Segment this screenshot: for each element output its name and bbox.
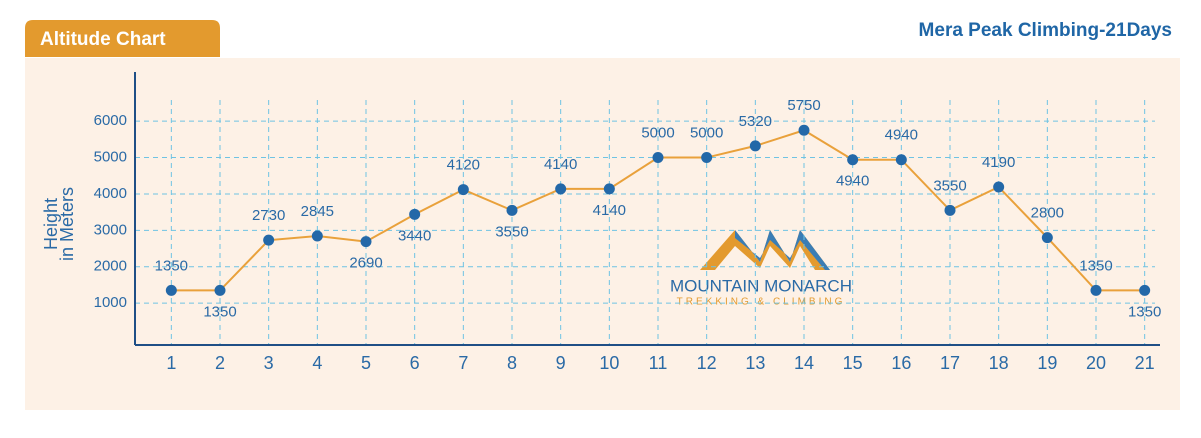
tab <box>25 20 220 57</box>
value-label: 4190 <box>982 154 1015 171</box>
point <box>701 152 713 164</box>
point <box>409 208 421 220</box>
x-tick-label: 19 <box>1037 353 1057 373</box>
x-tick-label: 18 <box>989 353 1009 373</box>
chart-title: Mera Peak Climbing-21Days <box>919 20 1172 41</box>
value-label: 5000 <box>690 125 723 142</box>
point <box>895 154 907 166</box>
point <box>263 234 275 246</box>
y-tick-label: 5000 <box>94 149 127 166</box>
point <box>603 183 615 195</box>
point <box>1139 284 1151 296</box>
x-tick-label: 11 <box>649 353 668 373</box>
x-tick-label: 7 <box>458 353 468 373</box>
point <box>1090 284 1102 296</box>
logo-tagline: TREKKING & CLIMBING <box>677 297 846 308</box>
point <box>311 230 323 242</box>
value-label: 1350 <box>203 303 236 320</box>
logo-name: MOUNTAIN MONARCH <box>670 276 852 295</box>
x-tick-label: 21 <box>1135 353 1155 373</box>
y-tick-label: 3000 <box>94 221 127 238</box>
x-tick-label: 14 <box>794 353 814 373</box>
value-label: 4140 <box>593 202 626 219</box>
value-label: 4940 <box>836 173 869 190</box>
value-label: 2690 <box>349 255 382 272</box>
value-label: 1350 <box>1128 303 1161 320</box>
x-tick-label: 9 <box>556 353 566 373</box>
point <box>165 284 177 296</box>
x-tick-label: 3 <box>264 353 274 373</box>
y-tick-label: 1000 <box>94 294 127 311</box>
value-label: 5000 <box>641 125 674 142</box>
y-axis-label: Height <box>41 198 61 250</box>
value-label: 1350 <box>1079 257 1112 274</box>
y-tick-label: 6000 <box>94 112 127 129</box>
panel <box>25 58 1180 410</box>
x-tick-label: 8 <box>507 353 517 373</box>
x-tick-label: 1 <box>166 353 176 373</box>
point <box>944 204 956 216</box>
point <box>360 236 372 248</box>
x-tick-label: 6 <box>410 353 420 373</box>
logo: MOUNTAIN MONARCH TREKKING & CLIMBING <box>670 230 852 308</box>
value-label: 2730 <box>252 207 285 224</box>
y-tick-label: 2000 <box>94 258 127 275</box>
x-tick-label: 17 <box>940 353 960 373</box>
point <box>457 184 469 196</box>
x-tick-label: 5 <box>361 353 371 373</box>
x-tick-label: 10 <box>599 353 619 373</box>
x-tick-label: 12 <box>697 353 717 373</box>
value-label: 3550 <box>933 177 966 194</box>
x-tick-label: 4 <box>312 353 322 373</box>
tab-label: Altitude Chart <box>40 29 166 50</box>
point <box>847 154 859 166</box>
point <box>749 140 761 152</box>
value-label: 5320 <box>739 113 772 130</box>
y-tick-label: 4000 <box>94 185 127 202</box>
point <box>506 204 518 216</box>
value-label: 3440 <box>398 227 431 244</box>
logo-mountains-shade <box>735 230 830 270</box>
value-label: 2845 <box>301 203 334 220</box>
point <box>798 124 810 136</box>
x-tick-label: 16 <box>891 353 911 373</box>
value-label: 4140 <box>544 156 577 173</box>
y-axis-label: in Meters <box>57 187 77 261</box>
point <box>1041 232 1053 244</box>
point <box>214 284 226 296</box>
x-tick-label: 13 <box>745 353 765 373</box>
value-label: 4940 <box>885 127 918 144</box>
point <box>555 183 567 195</box>
x-tick-label: 20 <box>1086 353 1106 373</box>
x-tick-label: 2 <box>215 353 225 373</box>
value-label: 5750 <box>787 97 820 114</box>
value-label: 4120 <box>447 157 480 174</box>
value-label: 3550 <box>495 223 528 240</box>
x-tick-label: 15 <box>843 353 863 373</box>
point <box>652 152 664 164</box>
point <box>993 181 1005 193</box>
value-label: 1350 <box>155 257 188 274</box>
value-label: 2800 <box>1031 205 1064 222</box>
